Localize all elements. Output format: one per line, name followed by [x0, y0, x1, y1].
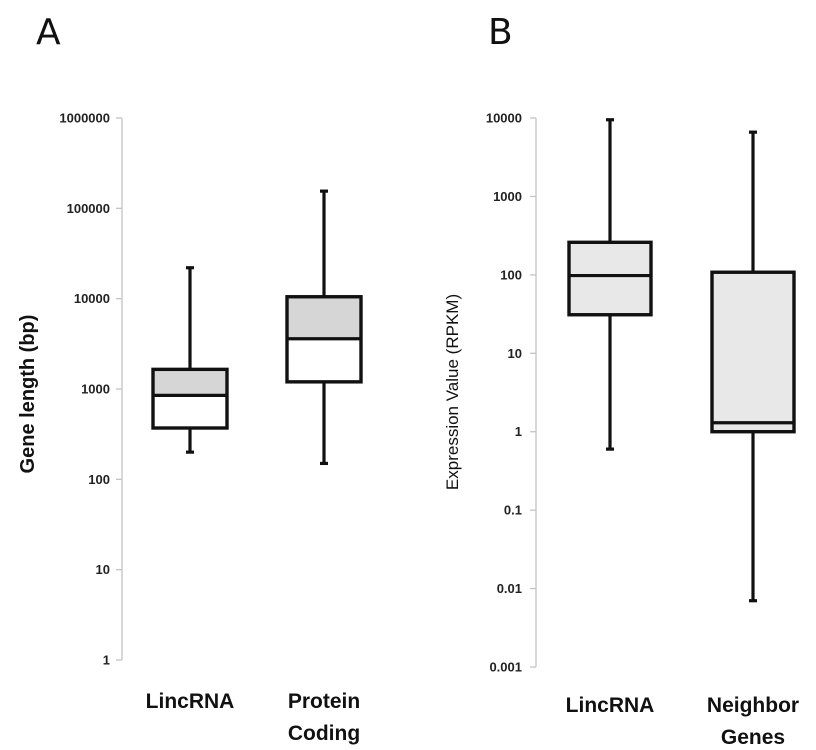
panel-b-y-tick-label: 0.1 — [504, 503, 522, 518]
panel-b-y-tick-label: 0.001 — [489, 660, 522, 675]
panel-b-y-tick-label: 0.01 — [497, 581, 522, 596]
panel-b-y-tick-label: 10000 — [486, 111, 522, 126]
panel-a-y-tick-label: 1 — [103, 653, 110, 668]
box-lower-quartile — [153, 395, 227, 429]
panel-a-box-2: Protein Coding — [285, 189, 363, 745]
panel-b-box-2: Neighbor Genes — [707, 130, 799, 749]
panel-a-category-label: Protein — [288, 690, 360, 713]
panel-b-y-tick-label: 1 — [515, 424, 522, 439]
panel-a-y-tick-label: 10 — [96, 562, 110, 577]
box-upper-quartile — [569, 242, 651, 276]
panel-a-category-label: Coding — [288, 722, 360, 745]
panel-a-y-tick-label: 10000 — [74, 291, 110, 306]
box-lower-quartile — [569, 275, 651, 315]
box-outline — [567, 240, 653, 317]
box-upper-quartile — [712, 272, 794, 423]
panel-b-category-label: Neighbor — [707, 694, 799, 717]
panel-b-category-label: Genes — [721, 726, 785, 749]
panel-b-box-1: LincRNA — [566, 118, 655, 717]
box-lower-quartile — [712, 422, 794, 432]
panel-b: B Expression Value (RPKM) 10000100010010… — [443, 12, 799, 749]
box-lower-quartile — [287, 338, 361, 382]
box-upper-quartile — [287, 296, 361, 339]
panel-a-y-tick-label: 1000 — [81, 382, 110, 397]
panel-a: A Gene length (bp) 1000000 100000 10000 100… — [17, 12, 363, 745]
panel-b-y-axis-label: Expression Value (RPKM) — [443, 294, 462, 490]
panel-a-y-tick-label: 1000000 — [59, 111, 110, 126]
panel-b-category-label: LincRNA — [566, 694, 655, 717]
panel-a-box-1: LincRNA — [146, 266, 235, 713]
panel-a-y-axis-label: Gene length (bp) — [17, 315, 39, 474]
panel-b-y-tick-label: 1000 — [493, 189, 522, 204]
panel-a-y-tick-label: 100 — [88, 472, 110, 487]
box-outline — [710, 270, 796, 434]
panel-a-category-label: LincRNA — [146, 690, 235, 713]
panel-a-letter: A — [36, 12, 61, 53]
panel-a-y-tick-label: 100000 — [67, 201, 110, 216]
box-upper-quartile — [153, 369, 227, 396]
box-outline — [151, 367, 229, 430]
panel-b-y-tick-label: 10 — [508, 346, 522, 361]
panel-b-letter: B — [488, 12, 513, 53]
panel-b-y-tick-label: 100 — [500, 267, 522, 282]
